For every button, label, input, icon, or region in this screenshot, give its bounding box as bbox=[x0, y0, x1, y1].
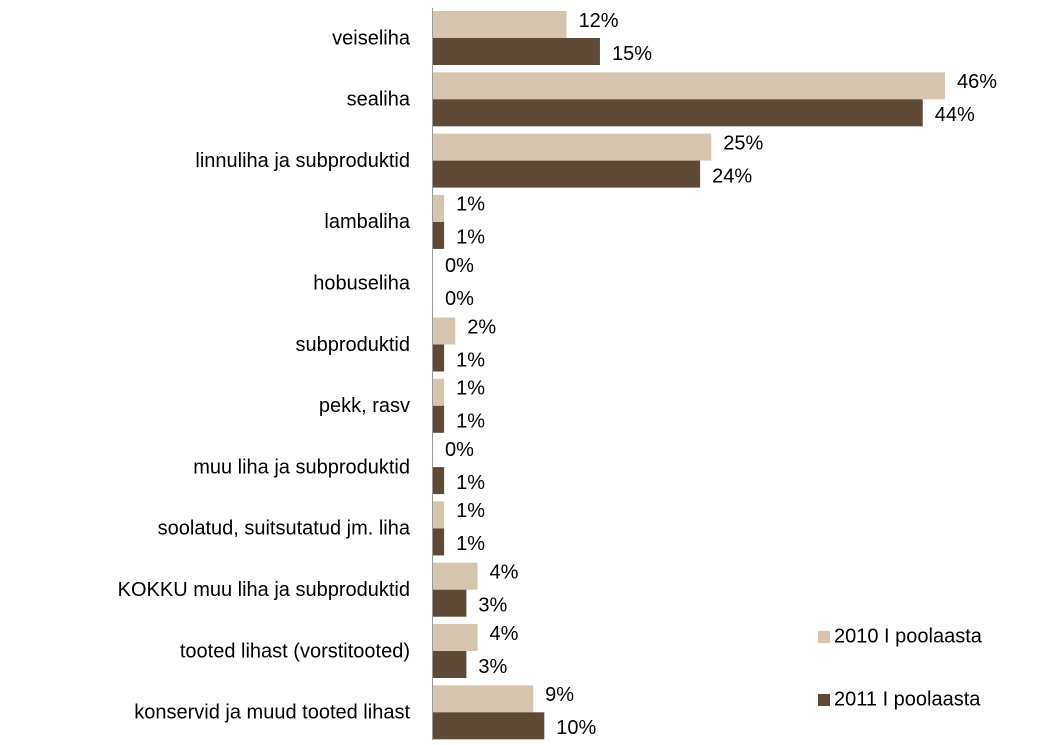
category-label: konservid ja muud tooted lihast bbox=[134, 702, 410, 724]
category-label: sealiha bbox=[347, 89, 411, 111]
category-label: muu liha ja subproduktid bbox=[193, 456, 410, 478]
value-label: 15% bbox=[612, 43, 652, 65]
legend-label: 2010 I poolaasta bbox=[834, 625, 983, 647]
bar bbox=[433, 589, 467, 617]
bar bbox=[433, 160, 701, 188]
bar bbox=[433, 99, 923, 127]
value-label: 1% bbox=[456, 227, 485, 249]
category-label: tooted lihast (vorstitooted) bbox=[180, 640, 410, 662]
category-label: linnuliha ja subproduktid bbox=[195, 150, 410, 172]
bar bbox=[433, 405, 445, 433]
value-label: 44% bbox=[935, 104, 975, 126]
bar bbox=[433, 685, 534, 713]
value-label: 1% bbox=[456, 194, 485, 216]
bar bbox=[433, 317, 456, 345]
category-label: pekk, rasv bbox=[319, 395, 410, 417]
category-label: KOKKU muu liha ja subproduktid bbox=[118, 579, 410, 601]
legend-swatch bbox=[818, 631, 830, 643]
bar bbox=[433, 11, 567, 38]
bar bbox=[433, 194, 445, 222]
value-label: 1% bbox=[456, 378, 485, 400]
value-label: 4% bbox=[490, 561, 519, 583]
value-label: 24% bbox=[712, 165, 752, 187]
value-label: 46% bbox=[957, 71, 997, 93]
value-label: 1% bbox=[456, 349, 485, 371]
bar bbox=[433, 501, 445, 529]
category-label: hobuseliha bbox=[313, 272, 411, 294]
bar bbox=[433, 712, 545, 740]
value-label: 0% bbox=[445, 255, 474, 277]
category-label: veiseliha bbox=[332, 27, 411, 49]
value-label: 12% bbox=[579, 10, 619, 32]
bar bbox=[433, 624, 478, 651]
bar bbox=[433, 221, 445, 249]
value-label: 10% bbox=[556, 717, 596, 739]
value-label: 1% bbox=[456, 411, 485, 433]
value-label: 3% bbox=[478, 656, 507, 678]
category-label: lambaliha bbox=[324, 211, 410, 233]
bar bbox=[433, 651, 467, 678]
value-label: 25% bbox=[723, 132, 763, 154]
bar bbox=[433, 72, 945, 100]
category-label: soolatud, suitsutatud jm. liha bbox=[158, 518, 411, 540]
category-label: subproduktid bbox=[295, 334, 410, 356]
bar bbox=[433, 38, 600, 65]
bar bbox=[433, 528, 445, 556]
legend-label: 2011 I poolaasta bbox=[834, 688, 981, 710]
legend-swatch bbox=[818, 694, 830, 706]
value-label: 0% bbox=[445, 439, 474, 461]
value-label: 1% bbox=[456, 472, 485, 494]
value-label: 3% bbox=[478, 594, 507, 616]
bar bbox=[433, 344, 445, 372]
value-label: 1% bbox=[456, 500, 485, 522]
bar bbox=[433, 133, 712, 161]
value-label: 0% bbox=[445, 288, 474, 310]
bar bbox=[433, 562, 478, 590]
bar bbox=[433, 467, 445, 495]
value-label: 2% bbox=[467, 316, 496, 338]
bar bbox=[433, 378, 445, 406]
value-label: 4% bbox=[490, 623, 519, 645]
value-label: 9% bbox=[545, 684, 574, 706]
value-label: 1% bbox=[456, 533, 485, 555]
